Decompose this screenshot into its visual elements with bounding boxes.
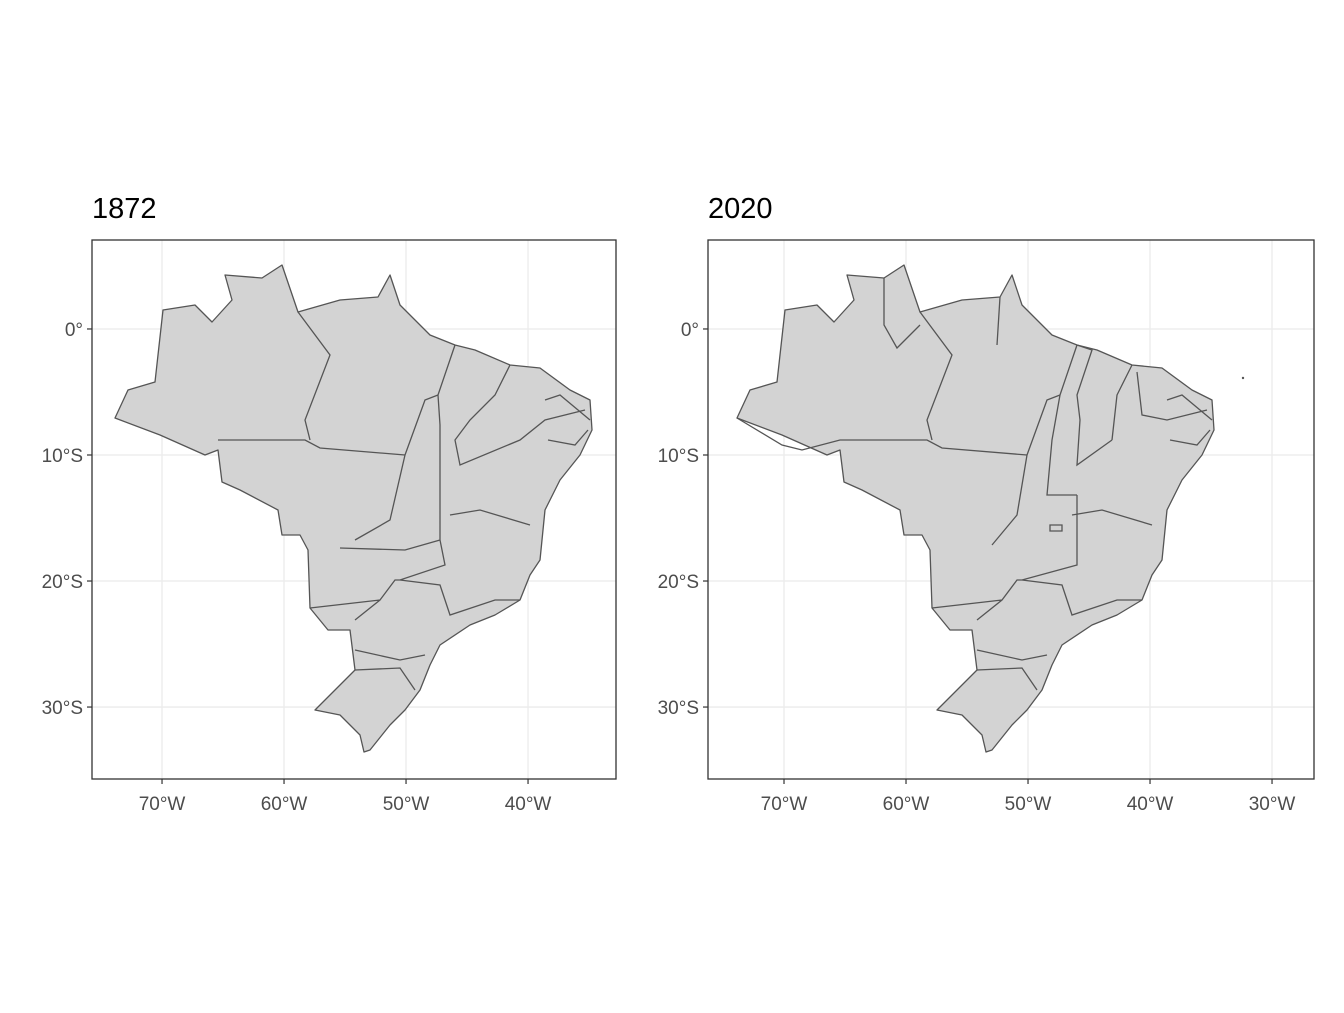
panel-title: 2020 [708, 193, 773, 225]
map-2020 [736, 264, 1245, 753]
frames: 1872 70°W 60°W 50°W 40°W 0° 10°S 20°S 30°S 2020 70… [42, 193, 1315, 815]
country-outline [736, 264, 1215, 753]
x-tick-label: 50°W [383, 794, 430, 815]
x-tick-label: 70°W [139, 794, 186, 815]
y-tick-label: 10°S [658, 446, 699, 467]
x-tick-label: 50°W [1005, 794, 1052, 815]
state-borders [218, 311, 591, 691]
state-borders [736, 278, 1213, 691]
y-tick-label: 30°S [658, 698, 699, 719]
y-tick-label: 20°S [42, 572, 83, 593]
panel-title: 1872 [92, 193, 157, 225]
x-tick-label: 30°W [1249, 794, 1296, 815]
x-tick-label: 70°W [761, 794, 808, 815]
x-tick-label: 40°W [1127, 794, 1174, 815]
x-tick-label: 60°W [261, 794, 308, 815]
panel-border [91, 239, 617, 780]
y-tick-label: 0° [65, 320, 83, 341]
x-tick-label: 40°W [505, 794, 552, 815]
panel-border [707, 239, 1315, 780]
country-outline [114, 264, 593, 753]
y-tick-label: 30°S [42, 698, 83, 719]
y-tick-label: 0° [681, 320, 699, 341]
y-tick-label: 20°S [658, 572, 699, 593]
island [1241, 376, 1245, 380]
y-tick-label: 10°S [42, 446, 83, 467]
map-1872 [114, 264, 593, 753]
x-tick-label: 60°W [883, 794, 930, 815]
